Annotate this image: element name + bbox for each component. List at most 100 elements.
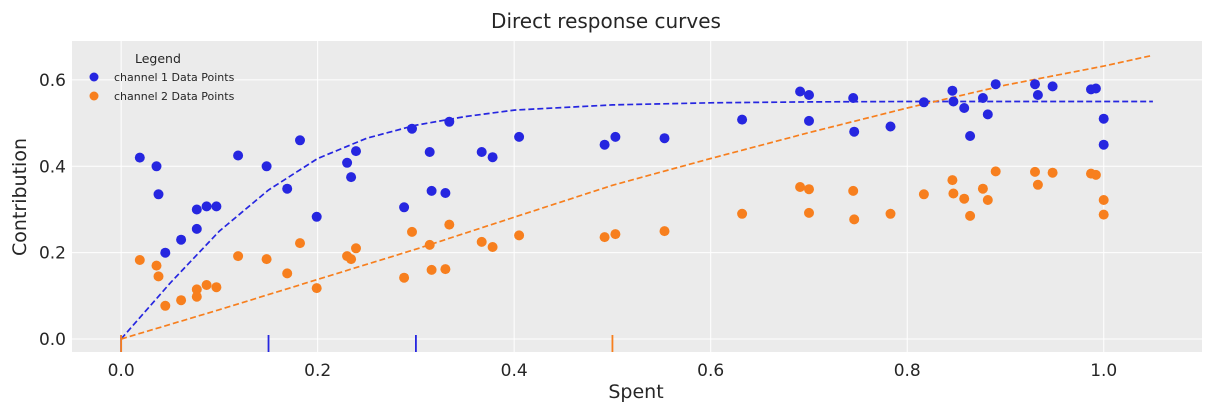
y-tick-label: 0.2 xyxy=(39,244,66,264)
response-curve-line xyxy=(120,54,1154,340)
channel-2-point xyxy=(487,242,498,252)
channel-2-point xyxy=(201,280,212,290)
channel-2-point xyxy=(1030,166,1040,177)
channel-1-point xyxy=(233,150,244,161)
channel-1-point xyxy=(849,126,860,137)
channel-1-point xyxy=(990,79,1001,90)
grid xyxy=(72,41,1202,352)
channel-2-point xyxy=(160,300,171,311)
legend-label-channel-1: channel 1 Data Points xyxy=(114,71,235,84)
channel-2-point xyxy=(476,236,487,247)
channel-2-point xyxy=(191,291,202,302)
channel-1-point xyxy=(407,123,417,134)
channel-2-point xyxy=(153,271,164,282)
channel-2-point xyxy=(134,255,145,265)
channel-2-point xyxy=(1098,209,1109,220)
channel-2-point xyxy=(399,272,410,283)
channel-1-point xyxy=(160,247,171,258)
y-axis-label: Contribution xyxy=(9,138,31,256)
channel-1-point xyxy=(444,116,455,127)
channel-2-point xyxy=(514,230,525,241)
channel-2-point xyxy=(233,251,244,262)
channel-1-point xyxy=(610,131,621,142)
chart-title: Direct response curves xyxy=(491,9,721,33)
channel-1-point xyxy=(1098,139,1109,150)
channel-2-point xyxy=(947,175,958,186)
legend-marker-channel-1 xyxy=(89,72,99,82)
channel-1-point xyxy=(1032,90,1043,100)
channel-2-point xyxy=(977,183,988,194)
channel-1-point xyxy=(426,185,437,196)
channel-2-point xyxy=(885,208,896,219)
channel-1-point xyxy=(514,131,525,142)
x-tick-label: 0.6 xyxy=(697,361,724,381)
channel-1-point xyxy=(282,183,293,194)
tick-labels: 0.0 0.2 0.4 0.6 0.8 1.0 0.0 0.2 0.4 0.6 xyxy=(39,71,1117,381)
channel-2-point xyxy=(407,226,417,237)
response-curve-line xyxy=(120,100,1153,340)
channel-1-point xyxy=(1047,81,1058,92)
channel-1-point xyxy=(191,223,202,234)
channel-2-point xyxy=(849,214,860,225)
channel-2-point xyxy=(804,184,814,195)
channel-1-point xyxy=(399,202,410,213)
channel-2-point xyxy=(1047,167,1058,178)
channel-1-point xyxy=(659,133,670,144)
legend: Legend channel 1 Data Points channel 2 D… xyxy=(89,51,235,103)
channel-1-point xyxy=(959,103,970,113)
channel-2-point xyxy=(959,193,970,204)
rug-marks xyxy=(120,335,614,352)
channel-1-point xyxy=(848,93,859,103)
data-points xyxy=(134,79,1109,311)
channel-2-point xyxy=(191,284,202,295)
channel-2-point xyxy=(440,264,451,275)
channel-2-point xyxy=(311,283,322,294)
channel-2-point xyxy=(295,238,305,249)
channel-2-point xyxy=(804,207,814,218)
channel-1-point xyxy=(311,211,322,222)
channel-1-point xyxy=(977,93,988,103)
legend-label-channel-2: channel 2 Data Points xyxy=(114,90,235,103)
channel-1-point xyxy=(947,85,958,96)
channel-1-point xyxy=(599,139,610,150)
channel-2-point xyxy=(424,239,435,250)
channel-2-point xyxy=(610,229,621,240)
y-tick-label: 0.0 xyxy=(39,330,66,350)
channel-2-point xyxy=(599,232,610,243)
response-curves xyxy=(120,54,1154,340)
x-tick-label: 0.0 xyxy=(108,361,135,381)
legend-title: Legend xyxy=(135,51,181,66)
channel-1-point xyxy=(982,109,993,120)
channel-1-point xyxy=(295,135,305,146)
channel-2-point xyxy=(211,282,222,293)
channel-2-point xyxy=(282,268,293,279)
channel-1-point xyxy=(795,86,806,97)
legend-marker-channel-2 xyxy=(89,91,99,101)
channel-1-point xyxy=(424,147,435,157)
channel-1-point xyxy=(201,201,212,212)
channel-1-point xyxy=(737,114,748,125)
channel-2-point xyxy=(151,260,162,271)
channel-2-point xyxy=(982,195,993,205)
channel-1-point xyxy=(346,172,357,183)
channel-1-point xyxy=(134,152,145,163)
x-axis-label: Spent xyxy=(608,381,663,403)
channel-2-point xyxy=(948,188,959,199)
x-tick-label: 1.0 xyxy=(1090,361,1117,381)
channel-2-point xyxy=(444,219,455,230)
channel-1-point xyxy=(351,146,361,157)
channel-1-point xyxy=(918,97,929,108)
channel-1-point xyxy=(948,96,959,107)
channel-1-point xyxy=(804,90,814,100)
y-tick-label: 0.6 xyxy=(39,71,66,91)
channel-2-point xyxy=(795,182,806,192)
channel-2-point xyxy=(918,189,929,200)
x-tick-label: 0.2 xyxy=(304,361,331,381)
x-tick-label: 0.8 xyxy=(894,361,921,381)
y-tick-label: 0.4 xyxy=(39,157,66,177)
channel-1-point xyxy=(1090,83,1101,94)
channel-1-point xyxy=(487,152,498,163)
channel-1-point xyxy=(885,121,896,132)
channel-1-point xyxy=(176,234,187,245)
